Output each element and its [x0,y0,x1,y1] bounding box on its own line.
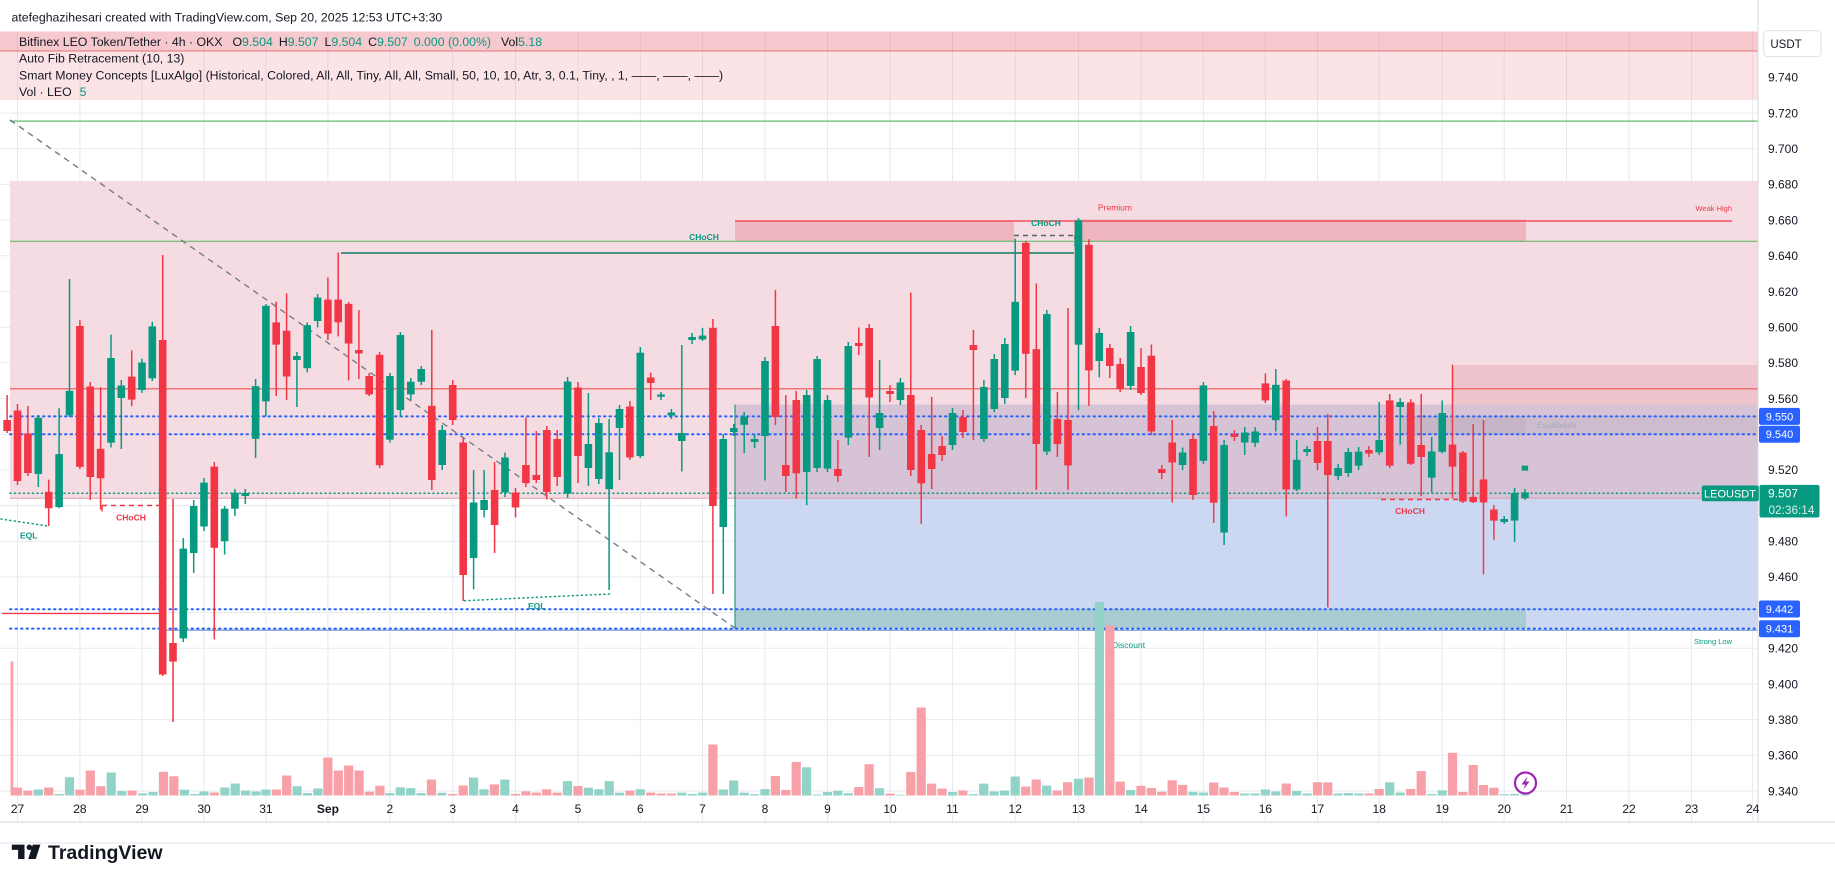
svg-text:USDT: USDT [1770,39,1801,51]
svg-text:Weak High: Weak High [1695,204,1732,213]
svg-text:9.580: 9.580 [1768,356,1798,370]
svg-text:EQL: EQL [528,601,545,611]
svg-text:9.640: 9.640 [1768,249,1798,263]
svg-text:3: 3 [449,802,456,816]
svg-text:11: 11 [946,802,959,816]
svg-text:18: 18 [1373,802,1387,816]
svg-text:27: 27 [11,802,25,816]
svg-text:14: 14 [1134,802,1148,816]
svg-text:Strong Low: Strong Low [1694,637,1733,646]
svg-text:9.460: 9.460 [1768,570,1798,584]
svg-text:9.620: 9.620 [1768,285,1798,299]
svg-text:10: 10 [883,802,897,816]
svg-text:31: 31 [259,802,273,816]
svg-text:22: 22 [1622,802,1636,816]
svg-text:4: 4 [512,802,519,816]
svg-text:30: 30 [197,802,211,816]
svg-text:TradingView: TradingView [48,842,163,864]
svg-text:9.660: 9.660 [1768,213,1798,227]
svg-text:15: 15 [1197,802,1211,816]
svg-text:24: 24 [1746,802,1760,816]
svg-text:20: 20 [1498,802,1512,816]
svg-text:Premium: Premium [1098,203,1132,213]
svg-text:Smart Money Concepts [LuxAlgo]: Smart Money Concepts [LuxAlgo] (Historic… [19,69,723,83]
svg-text:8: 8 [762,802,769,816]
svg-text:9.507: 9.507 [1768,487,1798,501]
svg-text:Sep: Sep [317,802,339,816]
svg-text:CHoCH: CHoCH [689,232,719,242]
svg-text:19: 19 [1436,802,1450,816]
svg-text:Discount: Discount [1112,640,1146,650]
svg-text:6: 6 [637,802,644,816]
svg-text:9.740: 9.740 [1768,71,1798,85]
svg-text:Equilibrium: Equilibrium [1537,421,1577,430]
svg-text:9: 9 [824,802,831,816]
svg-text:9.360: 9.360 [1768,749,1798,763]
svg-text:9.680: 9.680 [1768,178,1798,192]
svg-text:9.700: 9.700 [1768,142,1798,156]
svg-text:9.431: 9.431 [1766,624,1794,636]
svg-text:9.720: 9.720 [1768,106,1798,120]
svg-text:CHoCH: CHoCH [1395,506,1425,516]
svg-text:02:36:14: 02:36:14 [1769,503,1815,517]
svg-text:9.420: 9.420 [1768,642,1798,656]
svg-text:Auto Fib Retracement (10, 13): Auto Fib Retracement (10, 13) [19,52,184,66]
svg-text:2: 2 [387,802,394,816]
svg-text:23: 23 [1685,802,1699,816]
svg-text:12: 12 [1009,802,1023,816]
svg-text:9.520: 9.520 [1768,463,1798,477]
svg-text:atefeghazihesari created with: atefeghazihesari created with TradingVie… [12,11,443,25]
svg-text:9.380: 9.380 [1768,713,1798,727]
svg-text:21: 21 [1560,802,1574,816]
svg-text:9.600: 9.600 [1768,321,1798,335]
svg-text:Bitfinex LEO Token/Tether · 4h: Bitfinex LEO Token/Tether · 4h · OKX O9.5… [19,35,542,49]
svg-text:17: 17 [1311,802,1325,816]
svg-text:13: 13 [1072,802,1086,816]
svg-text:LEOUSDT: LEOUSDT [1704,489,1756,501]
svg-text:9.480: 9.480 [1768,535,1798,549]
svg-text:5: 5 [575,802,582,816]
svg-text:9.442: 9.442 [1766,604,1794,616]
svg-text:CHoCH: CHoCH [1031,218,1061,228]
svg-text:16: 16 [1259,802,1273,816]
svg-text:28: 28 [73,802,87,816]
svg-text:9.340: 9.340 [1768,784,1798,798]
svg-text:9.550: 9.550 [1766,411,1794,423]
svg-text:CHoCH: CHoCH [116,513,146,523]
svg-text:29: 29 [135,802,149,816]
svg-text:9.540: 9.540 [1766,429,1794,441]
svg-text:EQL: EQL [20,531,37,541]
svg-text:9.400: 9.400 [1768,677,1798,691]
svg-text:9.560: 9.560 [1768,392,1798,406]
svg-text:7: 7 [699,802,706,816]
